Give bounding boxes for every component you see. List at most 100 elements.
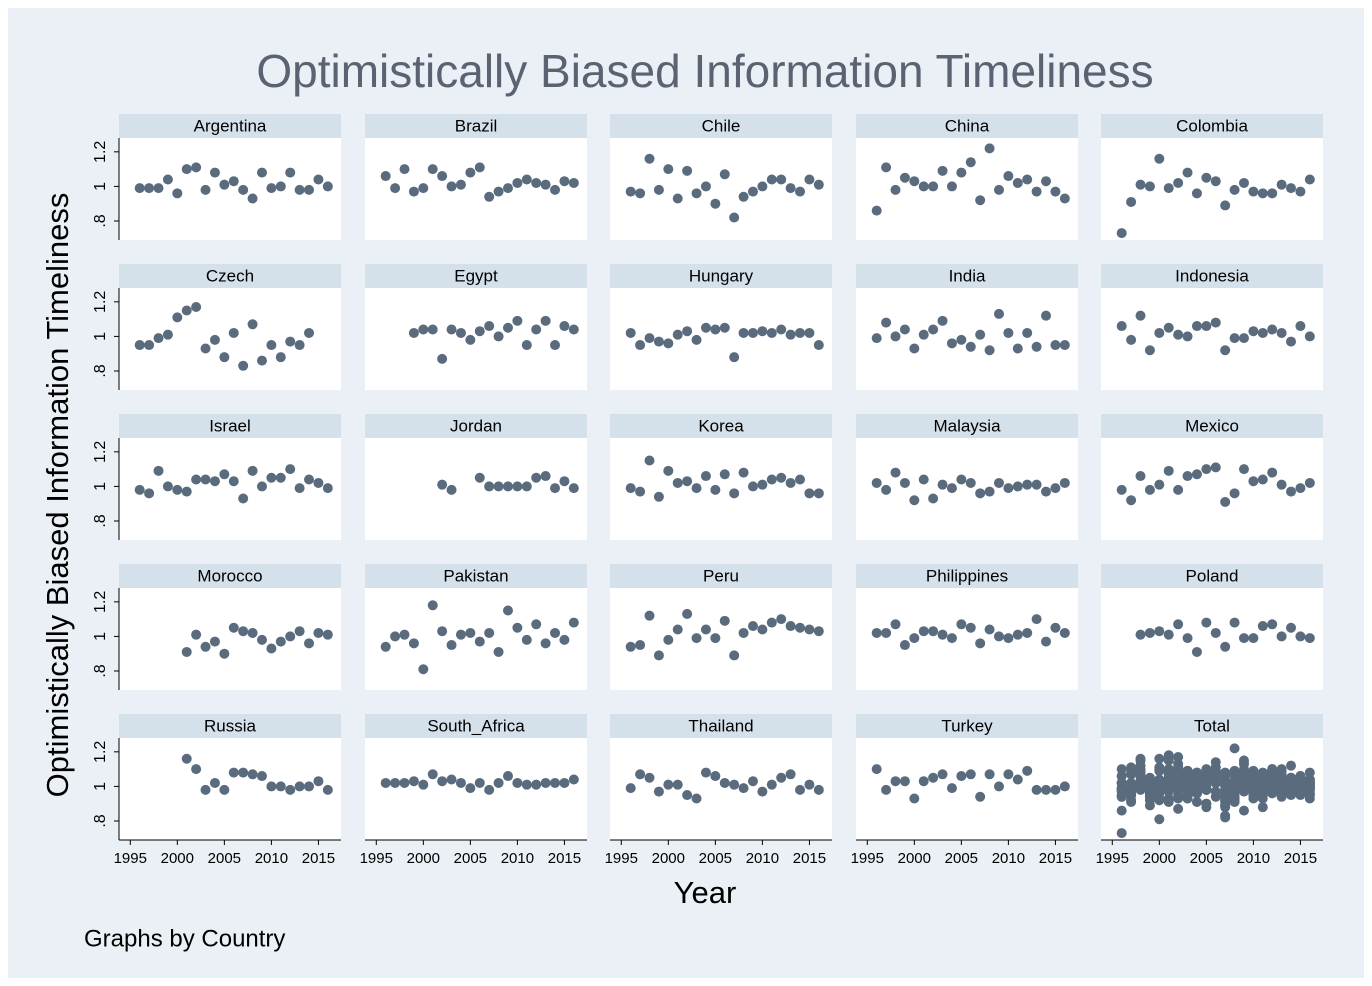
point [653, 650, 664, 661]
point [946, 783, 957, 794]
point [399, 777, 410, 788]
point [153, 465, 164, 476]
point [1031, 614, 1042, 625]
x-tick-label: 2000 [652, 850, 685, 867]
point [663, 634, 674, 645]
point [446, 181, 457, 192]
point [899, 477, 910, 488]
point [663, 164, 674, 175]
point [1267, 324, 1278, 335]
point [455, 629, 466, 640]
point [1238, 764, 1249, 775]
point [493, 777, 504, 788]
point [380, 641, 391, 652]
point [672, 477, 683, 488]
point [1276, 179, 1287, 190]
point [1050, 622, 1061, 633]
point [1304, 174, 1315, 185]
panel-header [365, 564, 587, 588]
point [1304, 331, 1315, 342]
point [408, 638, 419, 649]
point [653, 491, 664, 502]
point [502, 771, 513, 782]
point [1173, 772, 1184, 783]
panel-header [119, 114, 341, 138]
point [502, 183, 513, 194]
plot-area [365, 438, 587, 540]
panel-header [856, 114, 1078, 138]
point [653, 786, 664, 797]
point [881, 162, 892, 173]
point [559, 476, 570, 487]
point [1238, 805, 1249, 816]
point [437, 353, 448, 364]
point [1248, 786, 1259, 797]
point [1257, 802, 1268, 813]
x-tick-label: 2005 [699, 850, 732, 867]
point [172, 312, 183, 323]
point [909, 495, 920, 506]
point [380, 171, 391, 182]
point [465, 167, 476, 178]
point [568, 483, 579, 494]
point [191, 764, 202, 775]
point [1116, 805, 1127, 816]
panel-header [1101, 714, 1323, 738]
point [993, 184, 1004, 195]
point [757, 326, 768, 337]
point [446, 324, 457, 335]
point [1304, 633, 1315, 644]
point [1163, 322, 1174, 333]
panel-title: Colombia [1176, 116, 1248, 135]
point [1003, 327, 1014, 338]
panel-header [856, 564, 1078, 588]
point [275, 781, 286, 792]
point [1210, 786, 1221, 797]
point [502, 322, 513, 333]
y-tick-label: .8 [92, 514, 109, 527]
panel-title: Peru [703, 566, 739, 585]
point [219, 648, 230, 659]
point [247, 465, 258, 476]
point [1229, 796, 1240, 807]
point [1144, 627, 1155, 638]
point [1126, 769, 1137, 780]
point [322, 181, 333, 192]
point [200, 474, 211, 485]
panel-header [365, 414, 587, 438]
plot-area [365, 288, 587, 390]
point [1135, 776, 1146, 787]
point [181, 164, 192, 175]
point [1229, 184, 1240, 195]
point [1220, 641, 1231, 652]
point [1210, 462, 1221, 473]
point [200, 641, 211, 652]
point [181, 753, 192, 764]
point [493, 646, 504, 657]
point [776, 324, 787, 335]
point [322, 483, 333, 494]
y-tick-label: 1.2 [92, 141, 109, 163]
point [766, 174, 777, 185]
point [1154, 626, 1165, 637]
point [294, 483, 305, 494]
point [984, 769, 995, 780]
point [399, 629, 410, 640]
point [144, 183, 155, 194]
point [313, 174, 324, 185]
point [191, 629, 202, 640]
point [663, 338, 674, 349]
point [144, 488, 155, 499]
plot-area [610, 738, 832, 840]
point [984, 345, 995, 356]
point [1267, 765, 1278, 776]
point [162, 481, 173, 492]
point [256, 355, 267, 366]
point [1220, 767, 1231, 778]
y-tick-label: 1 [92, 782, 109, 791]
panel-title: Total [1194, 716, 1230, 735]
x-axis-label: Year [674, 875, 737, 910]
point [1286, 336, 1297, 347]
point [304, 638, 315, 649]
